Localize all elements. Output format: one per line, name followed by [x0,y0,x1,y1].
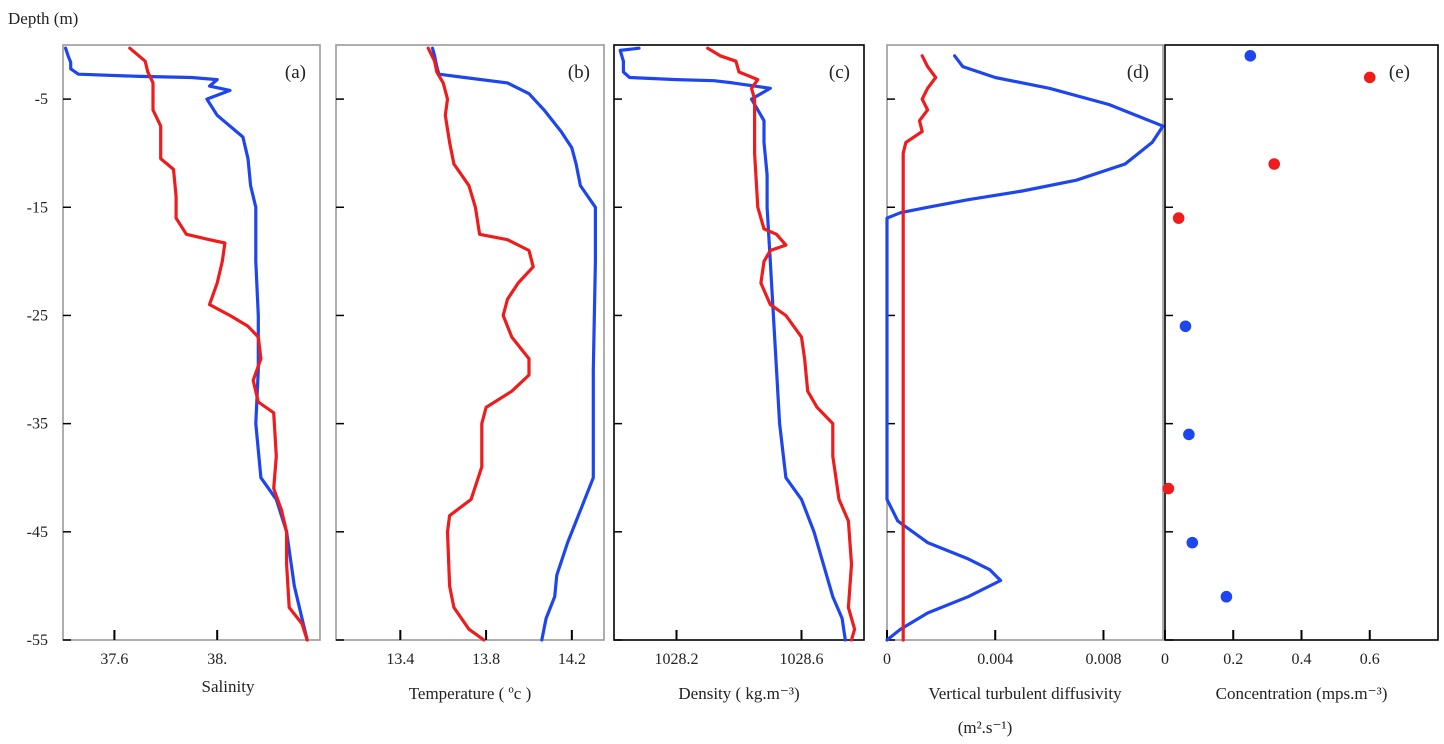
depth-tick-label: -55 [27,632,48,649]
series-line-1 [706,46,857,642]
depth-axis-title: Depth (m) [8,9,78,28]
panel-label: (d) [1127,62,1149,83]
x-axis-label: Concentration (mps.m⁻³) [1216,684,1388,703]
scatter-point [1268,158,1280,170]
x-axis-label-units: (m².s⁻¹) [958,718,1013,737]
panel-frame [886,44,1164,641]
x-tick-label: 0.2 [1223,651,1243,668]
scatter-point [1244,50,1257,62]
panels: 37.6 38. Salinity (a) 13.4 13.8 14.2 Temperatur… [62,44,1439,737]
x-tick-label: 0.6 [1360,651,1380,668]
series-line-1 [426,46,535,642]
x-axis-label: Salinity [202,677,255,696]
x-tick-label: 0 [883,651,891,668]
depth-tick-labels: -5 -15 -25 -35 -45 -55 [27,91,48,649]
scatter-point [1220,590,1233,603]
panel-label: (b) [568,62,590,83]
x-tick-label: 38. [207,651,227,668]
depth-tick-label: -45 [27,524,48,541]
series-line-0 [63,46,309,642]
x-tick-label: 0.4 [1292,651,1312,668]
panel-frame [62,44,321,641]
x-tick-label: 37.6 [100,651,128,668]
panel-e: 0 0.2 0.4 0.6 Concentration (mps.m⁻³) (e) [1161,44,1439,703]
scatter-point [1186,536,1199,549]
series-line-0 [430,46,597,642]
panel-a: 37.6 38. Salinity (a) [62,44,321,696]
panel-b: 13.4 13.8 14.2 Temperature ( ºc ) (b) [335,44,605,703]
x-tick-label: 1028.2 [655,651,699,668]
panel-frame [613,44,865,641]
x-tick-label: 0.008 [1085,651,1121,668]
scatter-point [1363,71,1376,84]
depth-tick-label: -5 [35,91,48,108]
x-tick-label: 0.004 [977,651,1013,668]
panel-label: (e) [1389,62,1410,83]
scatter-point [1183,428,1195,441]
panel-d: 0 0.004 0.008 Vertical turbulent diffusivit… [883,44,1165,737]
depth-tick-label: -25 [27,307,48,324]
x-tick-label: 13.4 [386,651,414,668]
series-line-1 [128,46,309,642]
depth-tick-label: -15 [27,199,48,216]
scatter-point [1179,320,1192,333]
x-tick-label: 0 [1161,651,1169,668]
scatter-point [1162,482,1175,495]
x-tick-label: 14.2 [558,651,586,668]
x-axis-label: Temperature ( ºc ) [409,684,532,703]
x-axis-label: Density ( kg.m⁻³) [678,684,799,703]
x-tick-label: 13.8 [472,651,500,668]
panel-frame [335,44,605,641]
series-line-1 [901,54,938,642]
panel-c: 1028.2 1028.6 Density ( kg.m⁻³) (c) [613,44,865,703]
x-axis-label: Vertical turbulent diffusivity [928,684,1122,703]
panel-label: (a) [285,62,306,83]
scatter-point [1172,212,1185,224]
series-line-0 [618,46,847,642]
depth-tick-label: -35 [27,416,48,433]
series-line-0 [885,54,1165,642]
panel-label: (c) [829,62,850,83]
x-tick-label: 1028.6 [780,651,824,668]
panel-frame [1164,44,1439,641]
